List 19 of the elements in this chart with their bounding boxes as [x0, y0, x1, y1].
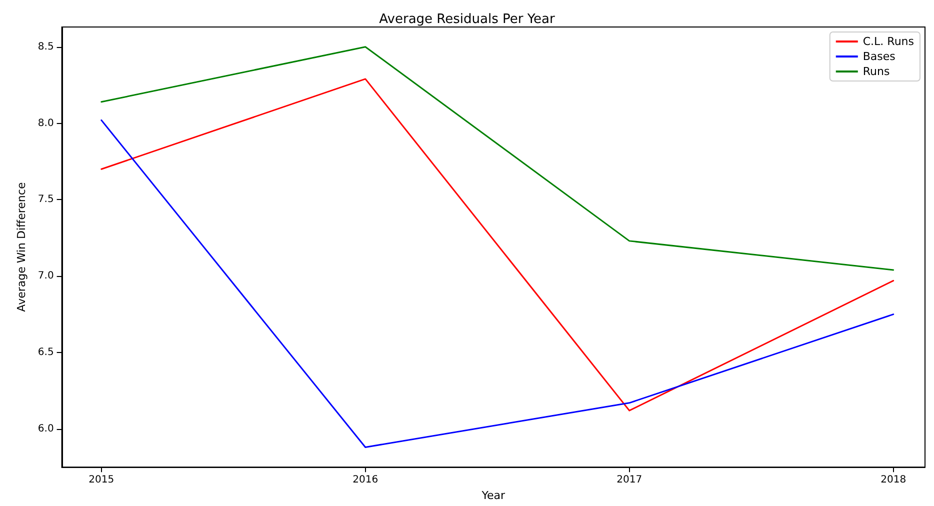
- legend-label: Runs: [862, 65, 890, 78]
- line-series: [100, 46, 894, 271]
- y-axis-title: Average Win Difference: [15, 182, 28, 312]
- y-tick-label: 7.5: [38, 194, 54, 206]
- legend-label: C.L. Runs: [862, 35, 914, 48]
- x-axis-title: Year: [480, 489, 506, 502]
- y-tick-label: 8.5: [38, 41, 54, 52]
- line-series: [100, 119, 894, 448]
- y-tick-label: 6.5: [38, 346, 54, 358]
- x-tick-label: 2017: [616, 474, 642, 486]
- legend-label: Bases: [862, 50, 896, 63]
- x-tick-label: 2015: [88, 474, 114, 486]
- y-tick-label: 7.0: [38, 270, 54, 282]
- y-tick-label: 6.0: [38, 423, 54, 434]
- line-series: [100, 78, 894, 412]
- x-tick-label: 2018: [880, 474, 906, 486]
- x-tick-label: 2016: [352, 474, 378, 486]
- y-tick-label: 8.0: [38, 118, 54, 129]
- chart-title: Average Residuals Per Year: [379, 12, 556, 27]
